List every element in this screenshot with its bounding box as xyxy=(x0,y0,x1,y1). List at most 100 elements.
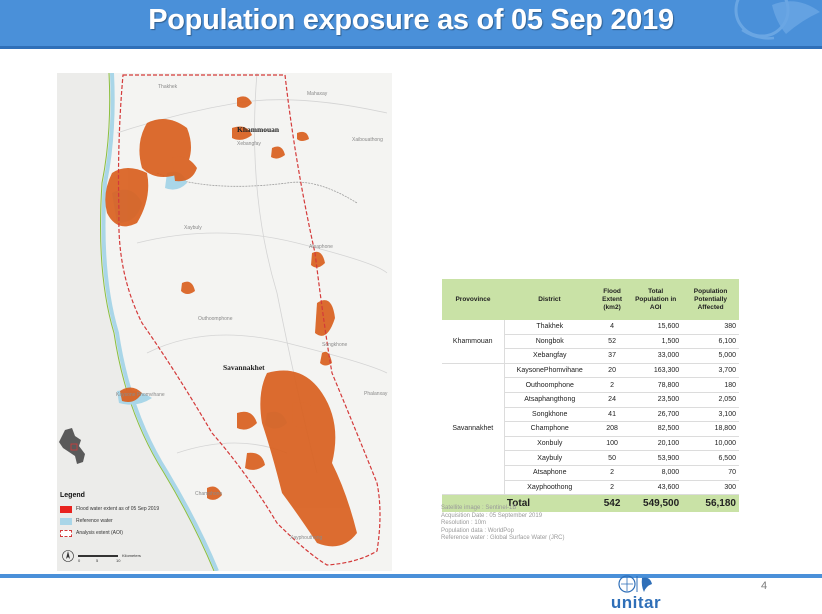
affected-cell: 180 xyxy=(682,377,739,393)
table-total-row: Total 542 549,500 56,180 xyxy=(442,494,739,513)
flood-extent-cell: 52 xyxy=(594,334,630,350)
footer-bar xyxy=(0,574,822,578)
flood-extent xyxy=(105,96,357,547)
population-cell: 1,500 xyxy=(629,334,683,350)
north-arrow-icon xyxy=(62,550,74,562)
total-label: Total xyxy=(442,494,595,513)
place-label: Mahaxay xyxy=(307,91,328,97)
province-cell: Savannakhet xyxy=(442,363,505,496)
district-cell: Thakhek xyxy=(504,320,595,335)
province-cell: Khammouan xyxy=(442,320,505,364)
scale-tick: 10 xyxy=(116,558,121,563)
province-label: Khammouan xyxy=(237,125,280,134)
legend-title: Legend xyxy=(60,492,85,499)
scale-tick: 5 xyxy=(96,558,99,563)
district-cell: Nongbok xyxy=(504,334,595,350)
place-label: Xaibouathong xyxy=(352,137,383,143)
table-row: Atsaphangthong 24 23,500 2,050 xyxy=(442,392,739,408)
population-cell: 15,600 xyxy=(629,320,683,335)
place-label: Xebangfay xyxy=(237,141,261,147)
column-header: Flood Extent (km2) xyxy=(594,279,630,320)
metadata-line: Resolution : 10m xyxy=(441,520,487,527)
population-cell: 26,700 xyxy=(629,407,683,423)
table-row: Xonbuly 100 20,100 10,000 xyxy=(442,436,739,452)
population-cell: 43,600 xyxy=(629,480,683,496)
legend-item-aoi: Analysis extent (AOI) xyxy=(60,529,123,537)
table-row: Savannakhet KaysonePhomvihane 20 163,300 3,7… xyxy=(442,363,739,496)
scale-tick: 0 xyxy=(78,558,81,563)
aoi-swatch xyxy=(60,529,72,537)
flood-extent-cell: 50 xyxy=(594,450,630,466)
district-cell: Songkhone xyxy=(504,407,595,423)
flood-extent-cell: 100 xyxy=(594,436,630,452)
population-cell: 8,000 xyxy=(629,465,683,481)
column-header: Provovince xyxy=(442,279,504,320)
table-row: Xaybuly 50 53,900 6,500 xyxy=(442,450,739,466)
population-cell: 23,500 xyxy=(629,392,683,408)
affected-cell: 3,100 xyxy=(682,407,739,423)
table-row: Atsaphone 2 8,000 70 xyxy=(442,465,739,481)
total-affected-cell: 56,180 xyxy=(682,494,739,513)
legend-label: Flood water extent as of 05 Sep 2019 xyxy=(76,506,160,512)
district-cell: Outhoomphone xyxy=(504,377,595,393)
affected-cell: 3,700 xyxy=(682,363,739,379)
flood-extent-cell: 20 xyxy=(594,363,630,379)
district-cell: Atsaphangthong xyxy=(504,392,595,408)
flood-extent-cell: 2 xyxy=(594,465,630,481)
place-label: Outhoomphone xyxy=(198,316,233,322)
laos-inset-icon xyxy=(59,428,85,464)
flood-extent-cell: 41 xyxy=(594,407,630,423)
table-row: Champhone 208 82,500 18,800 xyxy=(442,421,739,437)
metadata-block: Satellite image : Sentinel-1B Acquisitio… xyxy=(441,505,565,543)
column-header: Population Potentially Affected xyxy=(682,279,739,320)
total-flood-cell: 542 xyxy=(594,494,630,513)
place-label: Kaysone Phomvihane xyxy=(116,392,165,398)
table-row: Nongbok 52 1,500 6,100 xyxy=(442,334,739,350)
place-label: Phalanxay xyxy=(364,391,388,397)
flood-extent-cell: 37 xyxy=(594,348,630,364)
page-title: Population exposure as of 05 Sep 2019 xyxy=(148,4,674,36)
legend-label: Reference water xyxy=(76,518,113,524)
map-legend: Legend Flood water extent as of 05 Sep 2… xyxy=(57,490,197,570)
title-bar: Population exposure as of 05 Sep 2019 xyxy=(0,0,822,46)
total-population-cell: 549,500 xyxy=(629,494,683,513)
metadata-line: Reference water : Global Surface Water (… xyxy=(441,535,565,542)
table-header-row: Provovince District Flood Extent (km2) T… xyxy=(442,279,739,320)
mekong-river xyxy=(101,73,219,571)
population-cell: 33,000 xyxy=(629,348,683,364)
header-underline xyxy=(0,46,822,49)
flood-extent-cell: 2 xyxy=(594,377,630,393)
flood-extent-cell: 4 xyxy=(594,320,630,335)
affected-cell: 2,050 xyxy=(682,392,739,408)
district-cell: Xayphoothong xyxy=(504,480,595,496)
population-cell: 163,300 xyxy=(629,363,683,379)
column-header: District xyxy=(504,279,595,320)
district-cell: Champhone xyxy=(504,421,595,437)
legend-item-flood: Flood water extent as of 05 Sep 2019 xyxy=(60,505,159,513)
affected-cell: 380 xyxy=(682,320,739,335)
affected-cell: 10,000 xyxy=(682,436,739,452)
affected-cell: 18,800 xyxy=(682,421,739,437)
column-header: Total Population in AOI xyxy=(629,279,683,320)
legend-label: Analysis extent (AOI) xyxy=(76,530,123,536)
table-row: Xebangfay 37 33,000 5,000 xyxy=(442,348,739,364)
table-body: Khammouan Thakhek 4 15,600 380 Nongbok 52 1,500… xyxy=(442,320,739,513)
scale-line xyxy=(78,555,118,557)
metadata-line: Satellite image : Sentinel-1B xyxy=(441,505,517,511)
unitar-watermark-icon xyxy=(734,0,820,40)
affected-cell: 6,100 xyxy=(682,334,739,350)
district-cell: Atsaphone xyxy=(504,465,595,481)
place-label: Songkhone xyxy=(322,342,348,348)
scale-label: Kilometers xyxy=(122,553,141,558)
population-cell: 78,800 xyxy=(629,377,683,393)
unitar-logo: unitar xyxy=(606,573,666,614)
population-cell: 82,500 xyxy=(629,421,683,437)
table-row: Khammouan Thakhek 4 15,600 380 xyxy=(442,320,739,364)
district-cell: Xonbuly xyxy=(504,436,595,452)
aoi-boundary xyxy=(117,74,381,566)
reference-water-swatch xyxy=(60,517,72,525)
place-label: Atsaphone xyxy=(309,244,333,250)
metadata-line: Population data : WorldPop xyxy=(441,527,514,534)
affected-cell: 70 xyxy=(682,465,739,481)
flood-map: Thakhek Mahaxay Xebangfay Xaibouathong X… xyxy=(57,73,392,571)
